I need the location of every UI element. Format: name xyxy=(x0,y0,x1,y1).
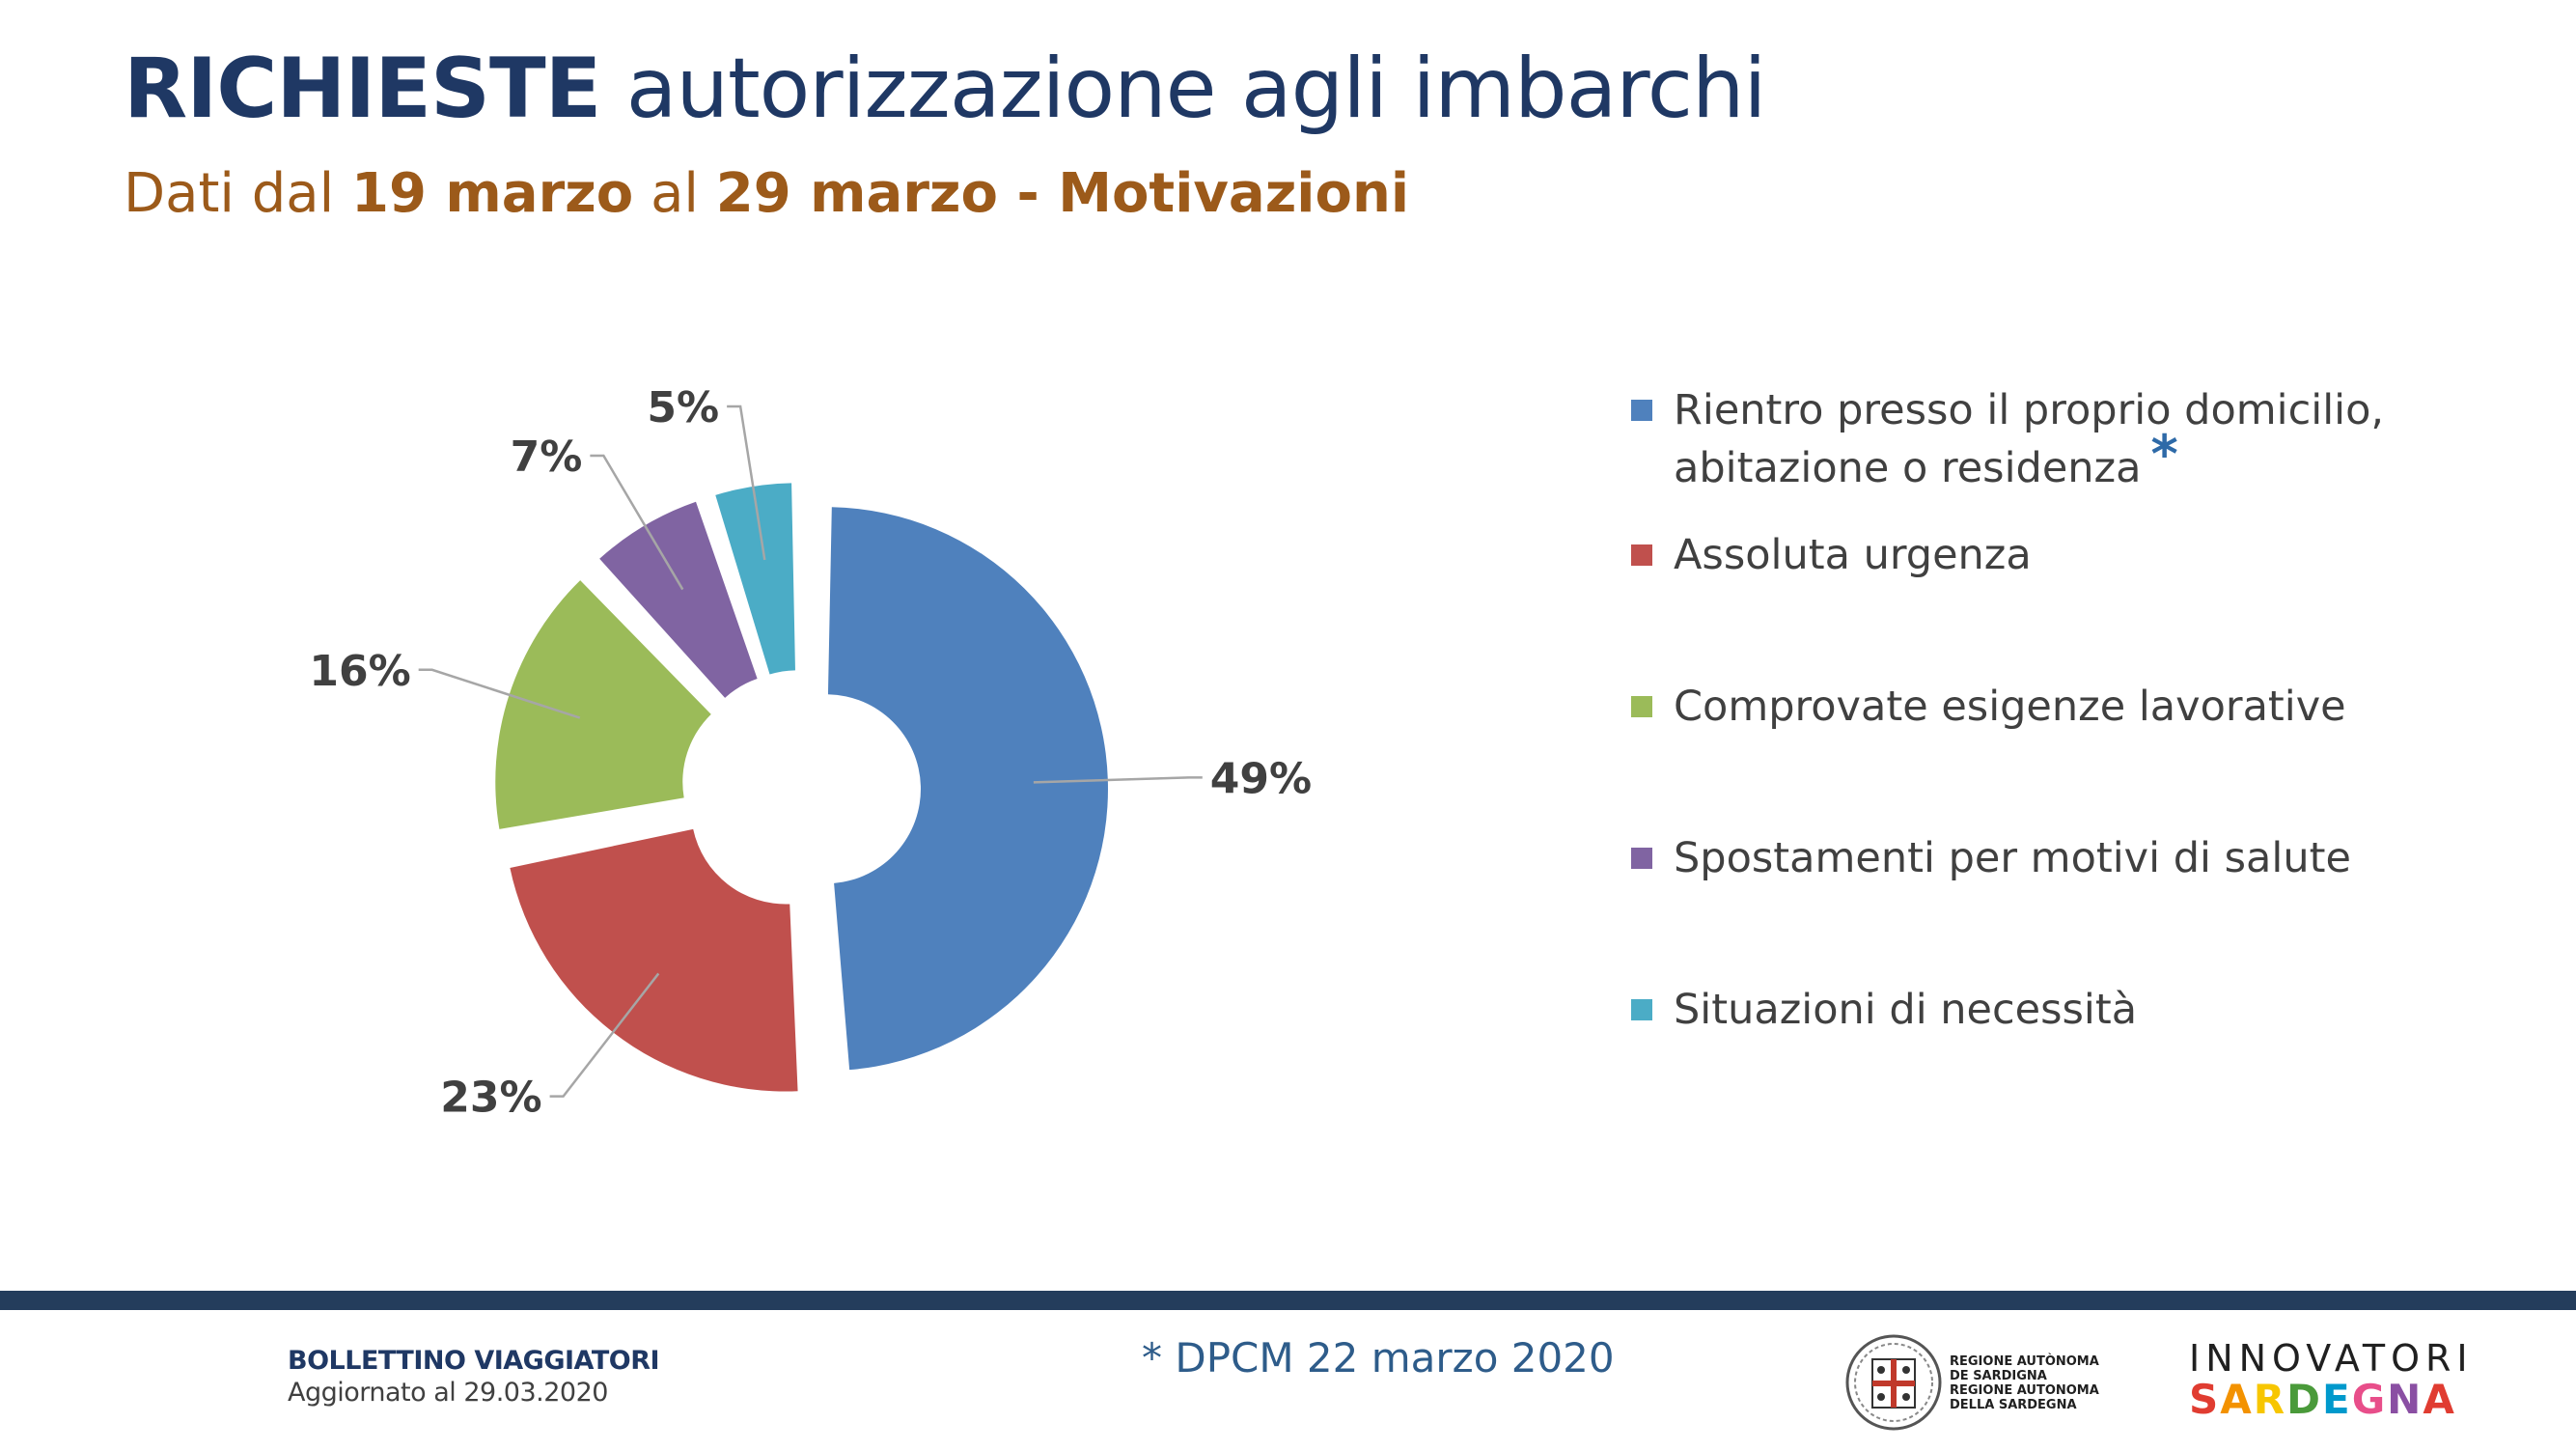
title-rest: autorizzazione agli imbarchi xyxy=(625,41,1767,137)
legend-label-line2: abitazione o residenza xyxy=(1674,444,2142,492)
legend-item-necessita: Situazioni di necessità xyxy=(1631,981,2384,1039)
chart-leader-lines xyxy=(418,405,1203,1098)
bulletin-title: BOLLETTINO VIAGGIATORI xyxy=(288,1346,660,1376)
legend-item-salute: Spostamenti per motivi di salute xyxy=(1631,829,2384,887)
slice-rientro-presso-il-proprio-domicilio-abitazione-o-residenza xyxy=(827,507,1108,1071)
data-label: 49% xyxy=(1210,754,1312,803)
brand-sardegna: SARDEGNA xyxy=(2189,1376,2456,1423)
brand-letter: R xyxy=(2253,1376,2287,1423)
subtitle-date-end: 29 marzo - Motivazioni xyxy=(715,162,1410,225)
data-label: 16% xyxy=(309,647,410,696)
data-label: 23% xyxy=(440,1074,541,1123)
brand-letter: S xyxy=(2189,1376,2221,1423)
legend-swatch xyxy=(1631,999,1652,1020)
legend-swatch xyxy=(1631,696,1652,717)
leader-line xyxy=(549,972,660,1098)
region-line: DELLA SARDEGNA xyxy=(1950,1398,2077,1412)
data-label: 5% xyxy=(647,383,719,433)
chart-data-labels: 49% 23% 16% 7% 5% xyxy=(309,383,1312,1123)
leader-line xyxy=(590,454,684,591)
brand-letter: A xyxy=(2220,1376,2254,1423)
legend-label: Assoluta urgenza xyxy=(1674,531,2032,579)
footer-bulletin: BOLLETTINO VIAGGIATORI Aggiornato al 29.… xyxy=(288,1346,660,1408)
legend-item-lavorative: Comprovate esigenze lavorative xyxy=(1631,678,2384,736)
legend-swatch xyxy=(1631,544,1652,566)
brand-letter: A xyxy=(2423,1376,2456,1423)
data-label: 7% xyxy=(511,433,583,482)
title-strong: RICHIESTE xyxy=(124,41,601,137)
legend-swatch xyxy=(1631,848,1652,869)
slice-situazioni-di-necessit xyxy=(715,483,795,675)
legend-swatch xyxy=(1631,400,1652,421)
region-name: REGIONE AUTÒNOMA DE SARDIGNA REGIONE AUT… xyxy=(1950,1354,2099,1412)
subtitle-date-start: 19 marzo xyxy=(351,162,634,225)
brand-letter: E xyxy=(2321,1376,2352,1423)
legend-label: Comprovate esigenze lavorative xyxy=(1674,683,2346,731)
subtitle-prefix: Dati dal xyxy=(124,162,335,225)
region-line: REGIONE AUTONOMA xyxy=(1950,1383,2099,1398)
chart-slices xyxy=(495,483,1108,1092)
region-coat-of-arms-logo xyxy=(1845,1334,1942,1431)
page-title: RICHIESTE autorizzazione agli imbarchi xyxy=(124,41,1767,137)
footnote: * DPCM 22 marzo 2020 xyxy=(1142,1334,1615,1381)
legend-label: Spostamenti per motivi di salute xyxy=(1674,834,2351,882)
leader-line xyxy=(727,405,766,561)
slice-comprovate-esigenze-lavorative xyxy=(495,580,711,829)
footer-divider xyxy=(0,1291,2576,1310)
brand-innovatori: INNOVATORI xyxy=(2189,1337,2474,1380)
legend-label: Situazioni di necessità xyxy=(1674,986,2138,1034)
leader-line xyxy=(1033,776,1203,784)
region-line: DE SARDIGNA xyxy=(1950,1369,2047,1383)
chart-legend: Rientro presso il proprio domicilio, abi… xyxy=(1631,381,2384,1039)
page-subtitle: Dati dal 19 marzo al 29 marzo - Motivazi… xyxy=(124,162,1409,225)
bulletin-updated: Aggiornato al 29.03.2020 xyxy=(288,1378,608,1408)
brand-letter: D xyxy=(2286,1376,2322,1423)
region-line: REGIONE AUTÒNOMA xyxy=(1950,1354,2099,1369)
asterisk-marker: * xyxy=(2150,424,2178,485)
subtitle-mid: al xyxy=(651,162,699,225)
legend-item-urgenza: Assoluta urgenza xyxy=(1631,526,2384,584)
brand-letter: N xyxy=(2387,1376,2424,1423)
brand-letter: G xyxy=(2351,1376,2388,1423)
legend-item-rientro: Rientro presso il proprio domicilio, abi… xyxy=(1631,381,2384,497)
legend-label-line1: Rientro presso il proprio domicilio, xyxy=(1674,386,2385,434)
slice-spostamenti-per-motivi-di-salute xyxy=(599,501,758,698)
leader-line xyxy=(418,668,581,719)
slice-assoluta-urgenza xyxy=(510,828,798,1092)
